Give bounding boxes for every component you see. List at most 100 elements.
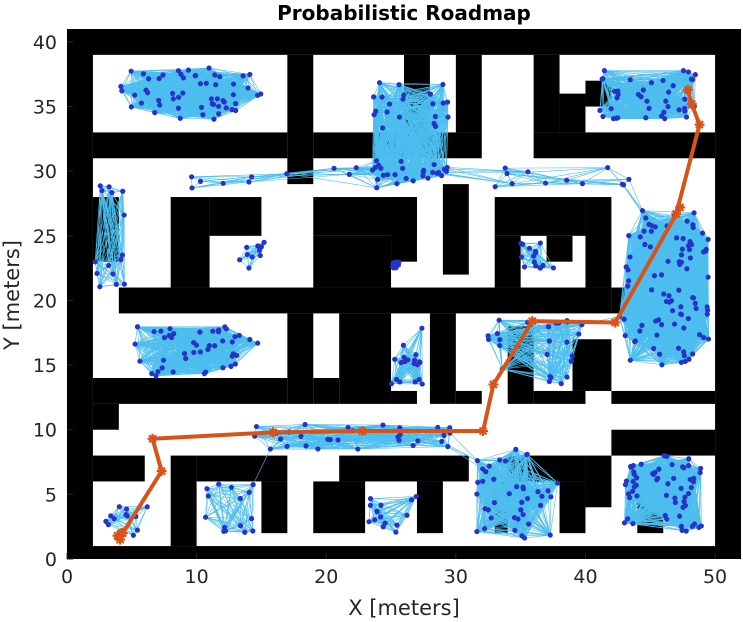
obstacle (170, 455, 197, 547)
roadmap-edge (159, 78, 261, 95)
roadmap-edge (145, 83, 201, 91)
roadmap-edge (95, 259, 121, 263)
roadmap-edge (131, 106, 155, 113)
roadmap-edge (162, 74, 212, 100)
roadmap-edge (120, 71, 132, 87)
roadmap-edge (96, 214, 125, 274)
roadmap-edge (99, 190, 103, 287)
obstacle (585, 197, 612, 288)
roadmap-edge (178, 104, 214, 109)
roadmap-edge (120, 191, 124, 260)
roadmap-edge (120, 86, 147, 91)
roadmap-edge (233, 74, 250, 85)
roadmap-edge (120, 74, 164, 87)
roadmap-edge (131, 98, 212, 108)
roadmap-edge (121, 90, 214, 105)
roadmap-edge (248, 255, 261, 269)
roadmap-edge (211, 83, 234, 100)
obstacle (92, 455, 145, 482)
roadmap-edge (96, 185, 101, 274)
roadmap-edge (131, 70, 214, 105)
roadmap-edge (121, 90, 160, 106)
roadmap-edge (121, 90, 155, 113)
roadmap-edge (130, 70, 147, 91)
roadmap-edge (101, 190, 125, 216)
roadmap-edge (178, 98, 212, 109)
obstacle (533, 132, 716, 159)
roadmap-edge (108, 186, 123, 256)
roadmap-edge (96, 273, 117, 285)
obstacle (572, 339, 612, 391)
roadmap-edge (200, 74, 215, 84)
obstacle (391, 390, 417, 404)
roadmap-edge (116, 215, 125, 285)
obstacle (118, 287, 612, 314)
roadmap-edge (248, 250, 260, 269)
roadmap-edge (131, 70, 164, 76)
obstacle (455, 54, 482, 133)
roadmap-edge (183, 74, 215, 79)
roadmap-edge (122, 191, 125, 285)
obstacle (287, 54, 314, 185)
roadmap-edge (96, 273, 125, 285)
roadmap-edge (95, 261, 125, 285)
roadmap-edge (99, 273, 114, 287)
obstacle (92, 378, 288, 404)
obstacle (313, 481, 366, 534)
roadmap-edge (162, 69, 189, 76)
roadmap-edge (213, 103, 236, 120)
obstacle (67, 546, 741, 559)
roadmap-edge (249, 74, 262, 95)
roadmap-edge (121, 71, 132, 91)
obstacle (494, 235, 521, 288)
obstacle (287, 313, 314, 404)
obstacle (313, 235, 392, 288)
obstacle (533, 54, 560, 133)
obstacle (261, 481, 288, 534)
roadmap-edge (116, 191, 124, 285)
obstacle (196, 455, 288, 482)
roadmap-edge (96, 186, 110, 274)
obstacle (611, 390, 716, 404)
obstacle (339, 455, 469, 482)
obstacle (92, 403, 119, 430)
obstacle (209, 197, 262, 236)
roadmap-edge (159, 104, 215, 120)
chart-title: Probabilistic Roadmap (277, 1, 531, 25)
obstacle (67, 29, 741, 55)
roadmap-edge (131, 106, 214, 120)
obstacle (455, 390, 482, 404)
roadmap-edge (94, 190, 103, 262)
roadmap-edge (214, 74, 261, 95)
roadmap-edge (131, 104, 214, 108)
roadmap-edge (108, 192, 113, 266)
roadmap-edge (188, 69, 250, 75)
roadmap-edge (94, 191, 124, 262)
obstacle (429, 313, 456, 404)
obstacle (170, 197, 210, 288)
roadmap-edge (134, 331, 155, 345)
obstacle (546, 235, 573, 262)
roadmap-edge (188, 69, 215, 76)
roadmap-edge (145, 89, 261, 95)
roadmap-edge (101, 190, 117, 285)
roadmap-edge (162, 74, 261, 95)
roadmap-edge (162, 74, 184, 79)
obstacle (559, 93, 586, 133)
roadmap-edge (96, 191, 124, 274)
roadmap-edge (99, 283, 125, 288)
roadmap-edge (145, 89, 212, 100)
obstacle (92, 132, 288, 159)
roadmap-edge (96, 190, 103, 274)
obstacle (442, 184, 469, 275)
roadmap-edge (218, 93, 261, 115)
obstacle (416, 481, 443, 534)
obstacle (559, 481, 586, 534)
roadmap-edge (116, 259, 122, 285)
obstacle (67, 29, 93, 559)
roadmap-edge (154, 112, 214, 120)
roadmap-edge (145, 74, 215, 91)
roadmap-edge (131, 106, 179, 109)
roadmap-edge (180, 118, 214, 120)
